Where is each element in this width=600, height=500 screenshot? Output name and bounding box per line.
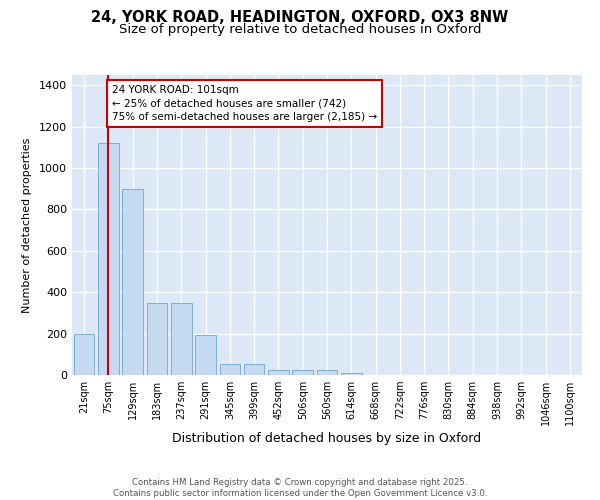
Bar — [74, 334, 94, 375]
Bar — [122, 189, 143, 375]
Bar — [146, 302, 167, 375]
Bar — [317, 370, 337, 375]
Bar — [171, 302, 191, 375]
Bar — [341, 373, 362, 375]
Bar — [98, 144, 119, 375]
Text: Size of property relative to detached houses in Oxford: Size of property relative to detached ho… — [119, 22, 481, 36]
Text: 24, YORK ROAD, HEADINGTON, OXFORD, OX3 8NW: 24, YORK ROAD, HEADINGTON, OXFORD, OX3 8… — [91, 10, 509, 25]
Bar — [268, 370, 289, 375]
Text: Contains HM Land Registry data © Crown copyright and database right 2025.
Contai: Contains HM Land Registry data © Crown c… — [113, 478, 487, 498]
Bar — [195, 334, 216, 375]
Text: 24 YORK ROAD: 101sqm
← 25% of detached houses are smaller (742)
75% of semi-deta: 24 YORK ROAD: 101sqm ← 25% of detached h… — [112, 86, 377, 122]
Bar — [244, 364, 265, 375]
Bar — [292, 370, 313, 375]
Bar — [220, 364, 240, 375]
Y-axis label: Number of detached properties: Number of detached properties — [22, 138, 32, 312]
X-axis label: Distribution of detached houses by size in Oxford: Distribution of detached houses by size … — [172, 432, 482, 445]
